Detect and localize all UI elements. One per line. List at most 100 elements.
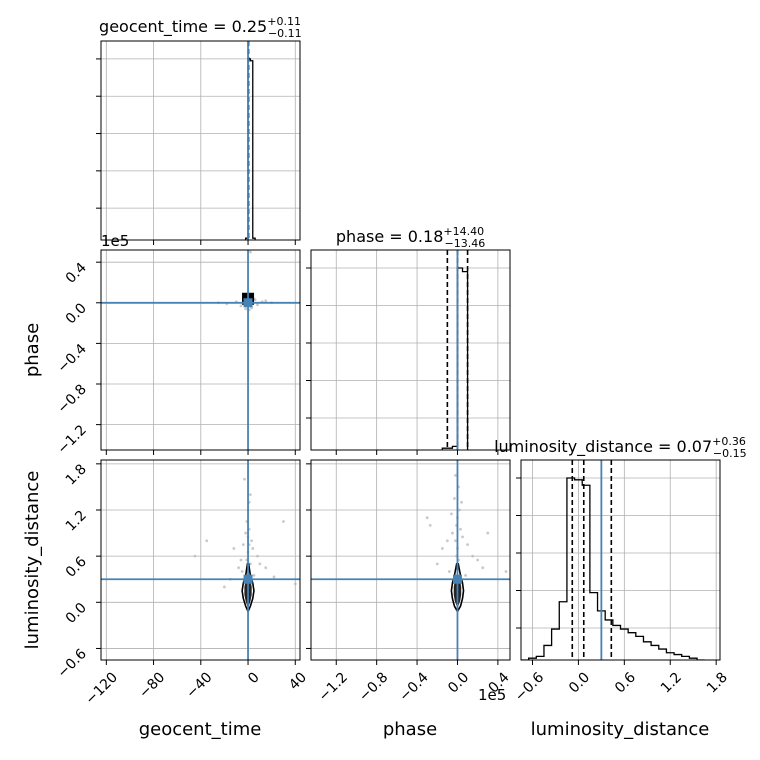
scatter-point bbox=[471, 554, 475, 558]
title-luminosity_distance: luminosity_distance = 0.07+0.36−0.15 bbox=[494, 435, 747, 460]
title-text: phase = 0.18+14.40 bbox=[336, 225, 484, 246]
scatter-point bbox=[258, 562, 262, 566]
scatter-point bbox=[447, 570, 451, 573]
scatter-point bbox=[239, 304, 243, 308]
scatter-point bbox=[264, 566, 268, 570]
panel-phase-vs-phase bbox=[306, 249, 511, 455]
scatter-point bbox=[282, 520, 285, 523]
scatter-point bbox=[486, 531, 490, 535]
x-tick-label: 0.0 bbox=[566, 669, 593, 696]
scatter-point bbox=[428, 523, 432, 527]
scatter-point bbox=[272, 575, 276, 579]
truth-marker bbox=[452, 574, 462, 584]
scatter-point bbox=[451, 531, 454, 535]
x-tick-label: −80 bbox=[136, 669, 168, 701]
truth-marker bbox=[243, 574, 253, 584]
scatter-point bbox=[252, 573, 256, 577]
title-minus: −0.11 bbox=[268, 27, 302, 40]
scatter-point bbox=[464, 573, 467, 577]
y-tick-label: 1.2 bbox=[63, 508, 90, 535]
y-tick-label: −1.2 bbox=[54, 422, 89, 457]
x-tick-label: −0.6 bbox=[512, 669, 547, 704]
scatter-point bbox=[481, 566, 485, 570]
truth-marker bbox=[243, 298, 253, 308]
panel-luminosity_distance-vs-luminosity_distance: −0.6 0.0 0.6 1.2 1.8 bbox=[512, 459, 731, 705]
title-plus: +14.40 bbox=[443, 225, 484, 238]
x-tick-label: 0.0 bbox=[445, 669, 472, 696]
x-tick-label: −0.4 bbox=[396, 669, 431, 704]
x-tick-label: −0.8 bbox=[356, 669, 391, 704]
scatter-point bbox=[248, 562, 252, 566]
offset-label-phase-x: 1e5 bbox=[478, 686, 506, 704]
title-plus: +0.36 bbox=[712, 435, 746, 448]
scatter-point bbox=[223, 585, 226, 589]
title-text: geocent_time = 0.25+0.11 bbox=[99, 15, 301, 37]
x-axis-label-phase: phase bbox=[383, 719, 437, 740]
y-tick-label: 0.6 bbox=[63, 554, 90, 581]
scatter-point bbox=[244, 307, 248, 311]
scatter-point bbox=[248, 493, 252, 497]
scatter-point bbox=[504, 570, 508, 573]
histogram-luminosity_distance bbox=[521, 477, 705, 660]
scatter-point bbox=[244, 531, 248, 535]
scatter-point bbox=[256, 303, 259, 307]
scatter-point bbox=[232, 547, 236, 550]
title-geocent_time: geocent_time = 0.25+0.11−0.11 bbox=[99, 15, 302, 40]
x-axis-label-luminosity_distance: luminosity_distance bbox=[531, 719, 710, 740]
scatter-point bbox=[248, 250, 252, 254]
scatter-point bbox=[450, 512, 453, 516]
scatter-point bbox=[460, 500, 463, 504]
x-tick-label: 40 bbox=[286, 669, 310, 693]
panel-luminosity_distance-vs-geocent_time: −120 −80 −40 0 40 −0.6 0.0 0.6 1.2 1.8 bbox=[54, 459, 310, 708]
scatter-point bbox=[454, 539, 457, 543]
panel-frame bbox=[310, 459, 511, 661]
scatter-point bbox=[459, 527, 462, 531]
scatter-point bbox=[250, 539, 253, 543]
y-tick-label: 0.4 bbox=[63, 260, 90, 287]
panel-geocent_time-vs-geocent_time bbox=[96, 40, 301, 245]
y-tick-label: 0.0 bbox=[63, 300, 90, 327]
y-tick-label: 1.8 bbox=[63, 461, 90, 488]
x-tick-label: −120 bbox=[83, 669, 122, 708]
title-text: luminosity_distance = 0.07+0.36 bbox=[494, 435, 746, 457]
scatter-point bbox=[239, 558, 243, 562]
x-tick-label: 0.6 bbox=[612, 669, 639, 696]
offset-label-phase-y: 1e5 bbox=[101, 232, 129, 250]
scatter-point bbox=[461, 535, 464, 539]
scatter-point bbox=[251, 547, 255, 550]
scatter-point bbox=[440, 547, 444, 550]
panel-luminosity_distance-vs-phase: −1.2 −0.8 −0.4 0.0 0.4 bbox=[306, 459, 513, 705]
scatter-point bbox=[454, 473, 457, 477]
y-tick-label: 0.0 bbox=[63, 600, 90, 627]
x-tick-label: 1.8 bbox=[704, 669, 731, 696]
scatter-point bbox=[476, 558, 480, 562]
scatter-point bbox=[445, 539, 449, 543]
title-plus: +0.11 bbox=[267, 15, 301, 28]
scatter-point bbox=[205, 539, 209, 543]
histogram-geocent_time bbox=[245, 58, 256, 240]
x-tick-label: 0 bbox=[245, 669, 263, 687]
y-tick-label: −0.8 bbox=[54, 382, 89, 417]
panel-frame bbox=[310, 249, 511, 451]
title-phase: phase = 0.18+14.40−13.46 bbox=[336, 225, 485, 250]
scatter-point bbox=[243, 477, 246, 481]
scatter-point bbox=[240, 570, 244, 573]
histogram-phase bbox=[441, 267, 469, 450]
panel-frame bbox=[520, 459, 721, 661]
scatter-point bbox=[256, 554, 259, 558]
panel-phase-vs-geocent_time: −1.2 −0.8 −0.4 0.0 0.4 bbox=[54, 249, 301, 457]
y-axis-label-phase: phase bbox=[22, 323, 43, 377]
title-minus: −0.15 bbox=[713, 447, 747, 460]
scatter-point bbox=[293, 582, 297, 586]
scatter-point bbox=[193, 554, 197, 558]
scatter-point bbox=[466, 543, 469, 547]
x-tick-label: 1.2 bbox=[658, 669, 685, 696]
scatter-point bbox=[425, 516, 429, 520]
scatter-point bbox=[241, 543, 245, 547]
scatter-point bbox=[458, 508, 461, 512]
x-tick-label: −40 bbox=[183, 669, 215, 701]
y-tick-label: −0.4 bbox=[54, 341, 89, 376]
scatter-point bbox=[237, 566, 240, 570]
y-tick-label: −0.6 bbox=[54, 646, 89, 681]
